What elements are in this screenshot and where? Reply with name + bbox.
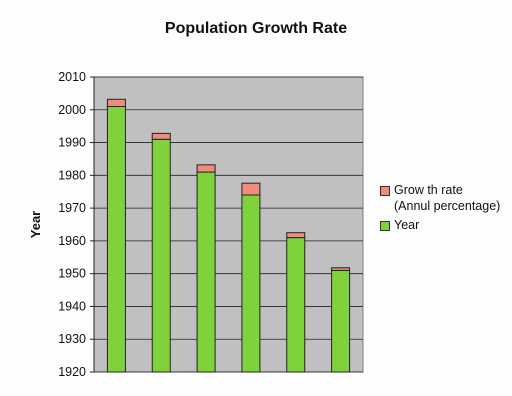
bar-growth-rate-3 [241, 182, 261, 196]
bar-growth-rate-0 [106, 98, 126, 107]
plot-area [93, 76, 364, 373]
bar-year-4 [286, 237, 306, 373]
bar-year-5 [331, 269, 351, 373]
y-tick-label-1920: 1920 [58, 365, 86, 379]
bar-growth-rate-5 [331, 267, 351, 271]
y-tick-label-1950: 1950 [58, 267, 86, 281]
legend-item-year: Year [380, 217, 500, 233]
y-tick-label-1930: 1930 [58, 332, 86, 346]
bar-year-3 [241, 194, 261, 373]
y-tick-label-1960: 1960 [58, 234, 86, 248]
y-tick-label-1970: 1970 [58, 201, 86, 215]
legend-label-growth-rate: Grow th rate (Annul percentage) [394, 183, 501, 213]
bar-year-2 [196, 171, 216, 373]
bar-growth-rate-4 [286, 232, 306, 239]
chart-title: Population Growth Rate [164, 20, 348, 37]
legend-swatch-year [380, 221, 390, 231]
bar-year-0 [106, 106, 126, 373]
y-tick-label-2000: 2000 [58, 103, 86, 117]
bar-growth-rate-2 [196, 164, 216, 173]
y-axis-label: Year [28, 211, 43, 238]
y-tick-label-1990: 1990 [58, 136, 86, 150]
bar-year-1 [151, 138, 171, 373]
y-tick-label-2010: 2010 [58, 70, 86, 84]
legend-item-growth-rate: Grow th rate (Annul percentage) [380, 182, 500, 214]
y-tick-label-1980: 1980 [58, 168, 86, 182]
y-tick-label-1940: 1940 [58, 299, 86, 313]
legend-swatch-growth-rate [380, 186, 390, 196]
bar-growth-rate-1 [151, 132, 171, 140]
legend: Grow th rate (Annul percentage) Year [380, 182, 500, 236]
legend-label-year: Year [394, 218, 420, 232]
